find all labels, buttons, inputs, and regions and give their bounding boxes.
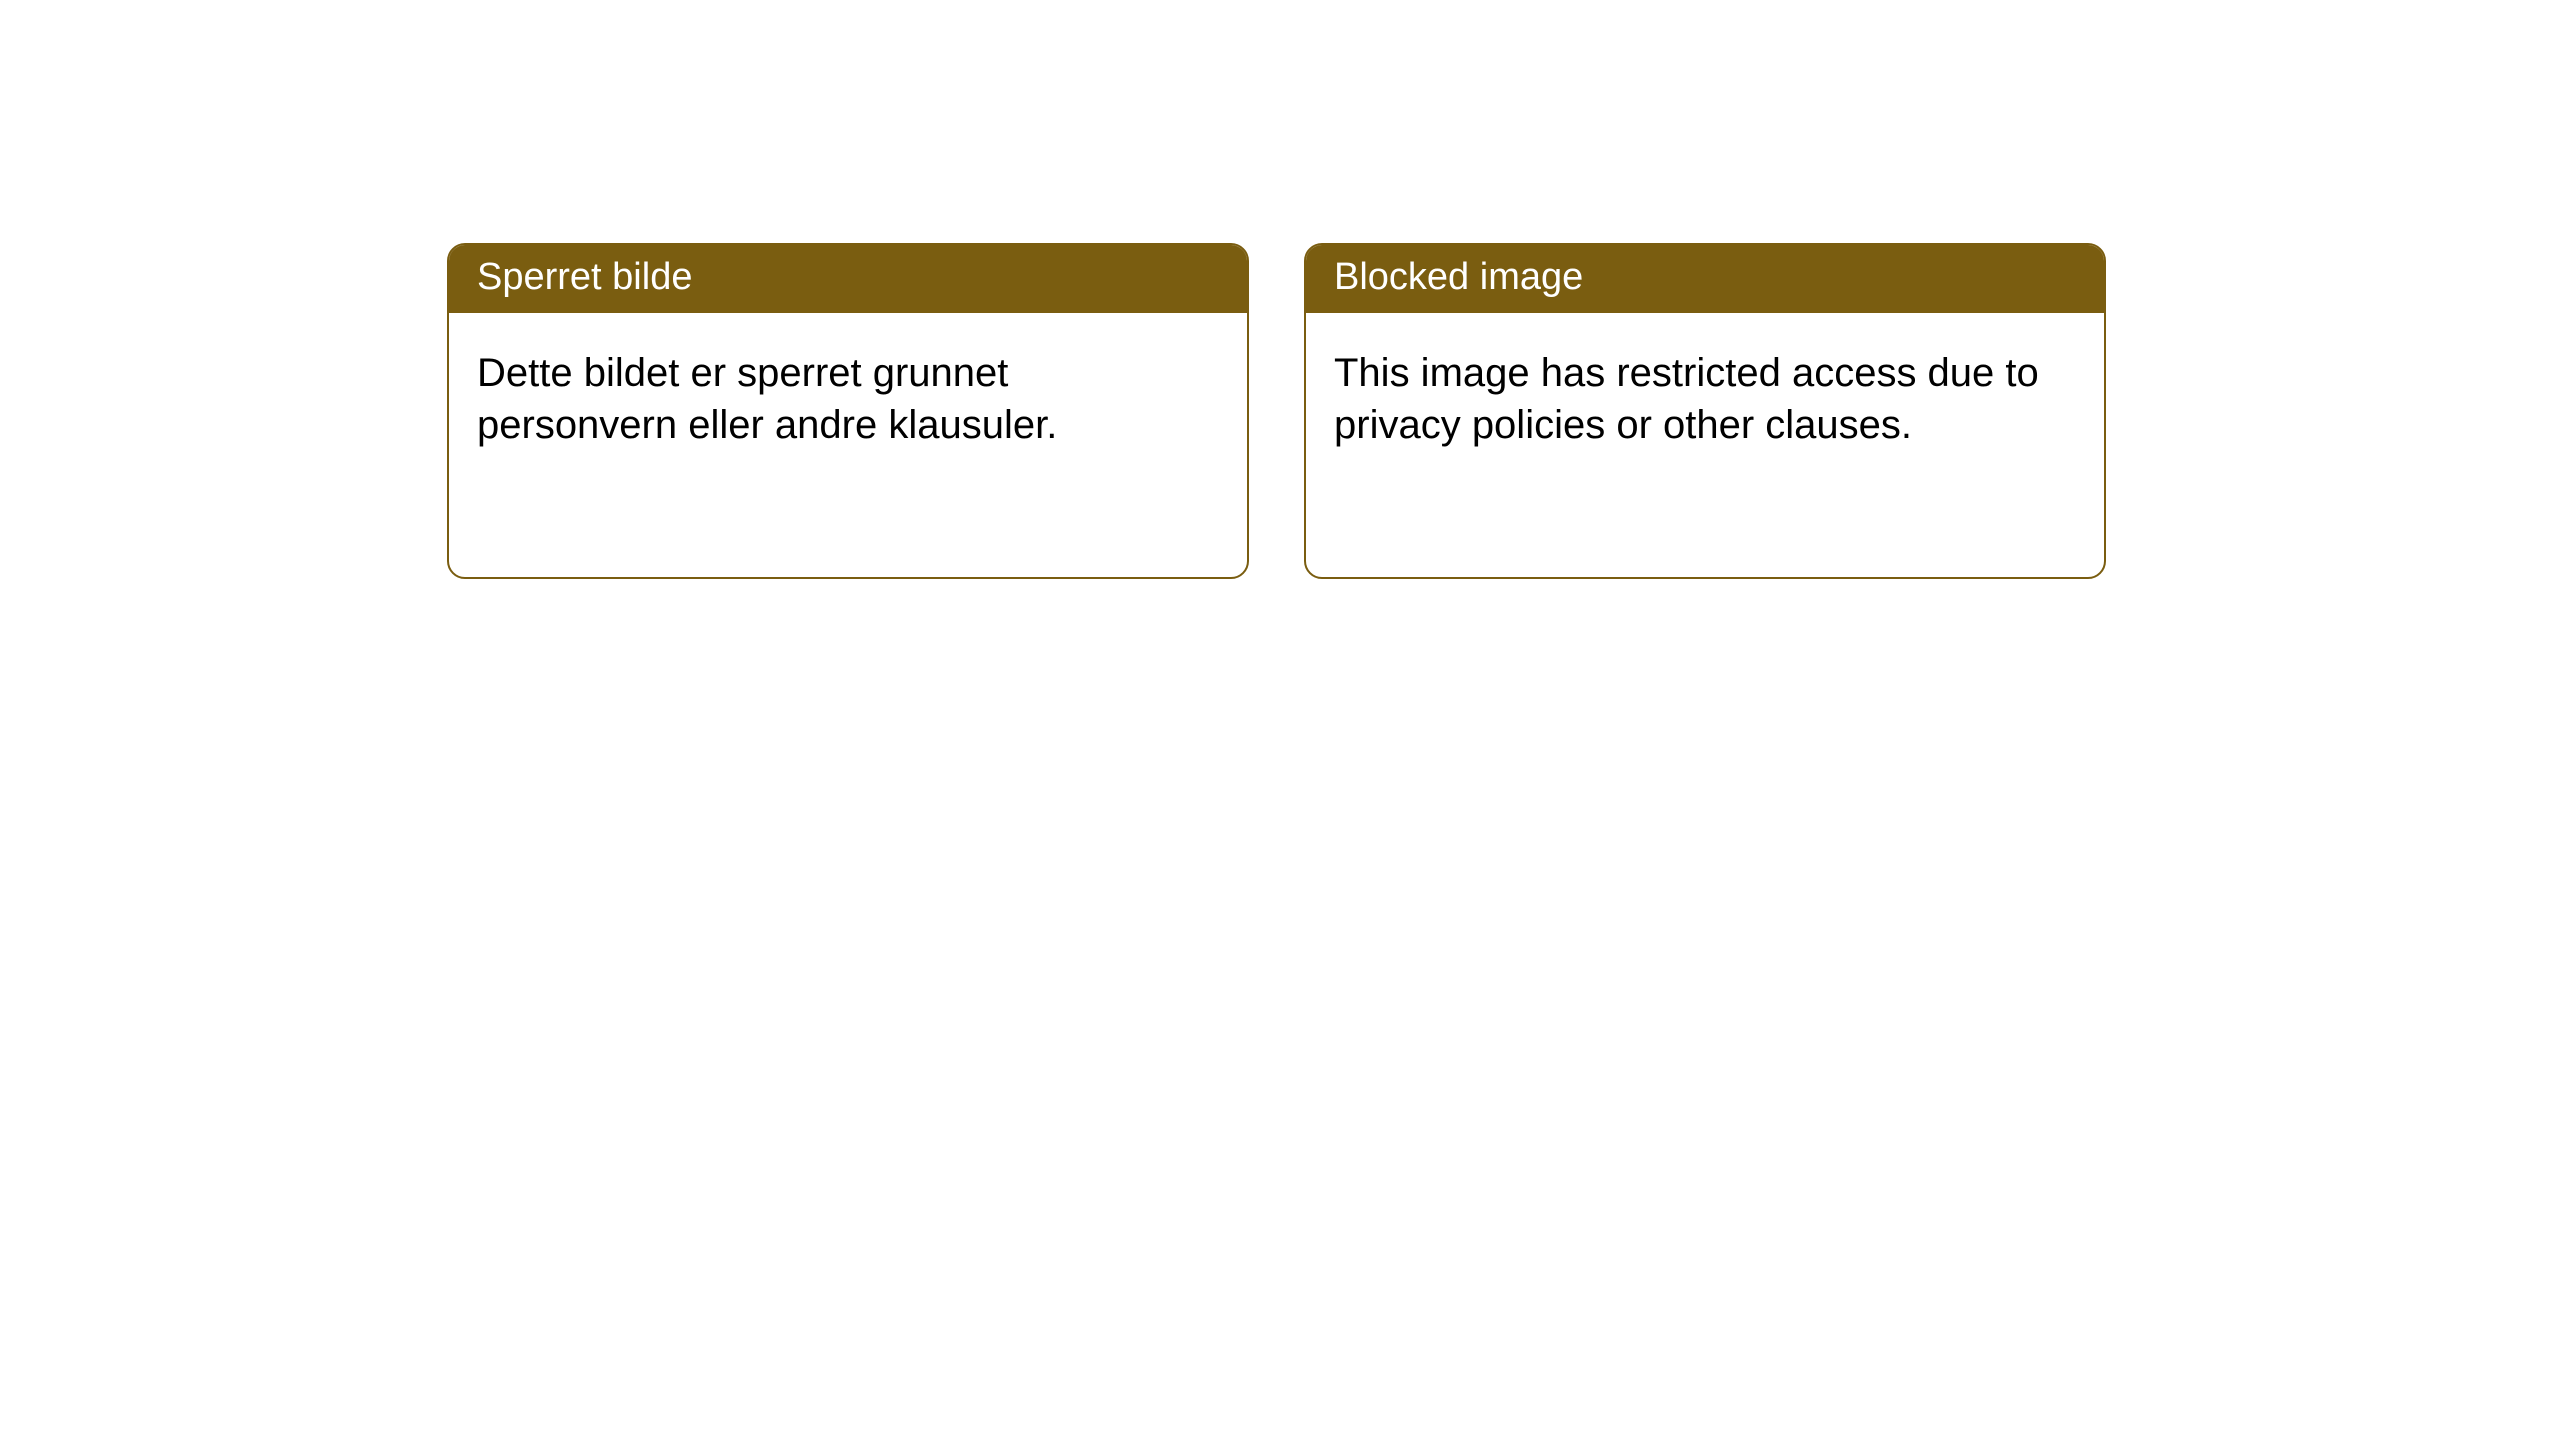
notice-card-english: Blocked image This image has restricted … [1304,243,2106,579]
card-header: Sperret bilde [449,245,1247,313]
notice-card-norwegian: Sperret bilde Dette bildet er sperret gr… [447,243,1249,579]
card-body: Dette bildet er sperret grunnet personve… [449,313,1247,485]
card-header: Blocked image [1306,245,2104,313]
card-title: Blocked image [1334,256,1583,298]
notice-cards-container: Sperret bilde Dette bildet er sperret gr… [0,0,2560,579]
card-body-text: This image has restricted access due to … [1334,351,2039,447]
card-body-text: Dette bildet er sperret grunnet personve… [477,351,1057,447]
card-title: Sperret bilde [477,256,692,298]
card-body: This image has restricted access due to … [1306,313,2104,485]
